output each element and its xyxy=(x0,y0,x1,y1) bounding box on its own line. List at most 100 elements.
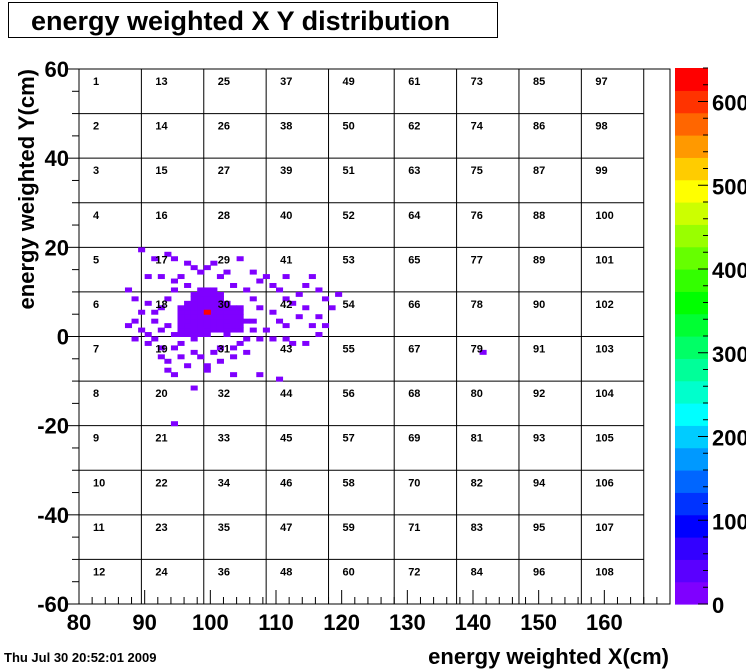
cell-number-label: 12 xyxy=(93,566,105,578)
heatmap-bin xyxy=(230,354,238,360)
cell-number-label: 84 xyxy=(471,566,484,578)
cell-number-label: 97 xyxy=(595,76,607,88)
heatmap-bin xyxy=(184,327,192,333)
heatmap-bin xyxy=(203,327,211,333)
cell-number-label: 31 xyxy=(218,344,230,356)
cell-number-label: 16 xyxy=(155,210,167,222)
heatmap-bin xyxy=(249,296,257,302)
heatmap-bin xyxy=(256,278,264,284)
palette-swatch xyxy=(675,358,708,382)
heatmap-bin xyxy=(236,318,244,324)
cell-number-label: 55 xyxy=(343,344,355,356)
palette-swatch xyxy=(675,224,708,248)
cell-number-label: 96 xyxy=(533,566,545,578)
cell-number-label: 61 xyxy=(408,76,420,88)
heatmap-bin xyxy=(170,345,178,351)
cell-number-label: 79 xyxy=(471,344,483,356)
heatmap-bin xyxy=(177,327,185,333)
heatmap-bin xyxy=(138,309,146,315)
cell-number-label: 98 xyxy=(595,121,607,133)
cell-number-label: 40 xyxy=(280,210,292,222)
cell-number-label: 28 xyxy=(218,210,230,222)
cell-number-label: 89 xyxy=(533,254,545,266)
cell-number-label: 99 xyxy=(595,165,607,177)
cell-number-label: 42 xyxy=(280,299,292,311)
heatmap-bin xyxy=(230,318,238,324)
heatmap-bin xyxy=(151,336,159,342)
heatmap-bin xyxy=(170,256,178,262)
y-tick-label: 0 xyxy=(57,325,69,350)
cell-number-label: 103 xyxy=(595,344,613,356)
heatmap-bin xyxy=(262,327,270,333)
heatmap-bin xyxy=(203,287,211,293)
heatmap-bin xyxy=(223,269,231,275)
palette-swatch xyxy=(675,313,708,337)
heatmap-bin xyxy=(177,305,185,311)
cell-number-label: 38 xyxy=(280,121,292,133)
cell-number-label: 39 xyxy=(280,165,292,177)
heatmap-bin xyxy=(197,323,205,329)
heatmap-bin xyxy=(243,349,251,355)
heatmap-bin xyxy=(203,296,211,302)
cell-number-label: 14 xyxy=(155,121,168,133)
y-tick-label: 20 xyxy=(45,235,69,260)
cell-number-label: 25 xyxy=(218,76,230,88)
palette-swatch xyxy=(675,336,708,359)
heatmap-bin xyxy=(223,300,231,306)
heatmap-bin xyxy=(295,291,303,297)
heatmap-bin xyxy=(302,283,310,288)
heatmap-bin xyxy=(223,305,231,311)
heatmap-bin xyxy=(256,372,264,378)
cell-number-label: 72 xyxy=(408,566,420,578)
heatmap-bin xyxy=(282,296,290,302)
heatmap-bin xyxy=(230,309,238,315)
cell-number-label: 76 xyxy=(471,210,483,222)
heatmap-bin xyxy=(302,340,310,346)
heatmap-bin xyxy=(216,309,224,315)
cell-number-label: 102 xyxy=(595,299,613,311)
heatmap-bin xyxy=(223,323,231,329)
heatmap-bin xyxy=(210,314,218,320)
cell-number-label: 47 xyxy=(280,522,292,534)
heatmap-bin xyxy=(328,305,336,311)
heatmap-bin xyxy=(243,336,251,342)
cell-number-label: 6 xyxy=(93,299,99,311)
heatmap-bin xyxy=(190,296,198,302)
heatmap-bin xyxy=(131,318,139,324)
heatmap-bin xyxy=(151,309,159,315)
heatmap-bin xyxy=(203,309,211,315)
heatmap-bin xyxy=(190,305,198,311)
cell-number-label: 11 xyxy=(93,522,105,534)
palette-swatch xyxy=(675,447,708,471)
heatmap-bin xyxy=(197,354,205,360)
heatmap-bin xyxy=(190,314,198,320)
cell-number-label: 56 xyxy=(343,388,355,400)
cell-number-label: 105 xyxy=(595,433,613,445)
heatmap-bin xyxy=(124,287,133,293)
heatmap-bin xyxy=(479,349,487,355)
palette-swatch xyxy=(675,90,708,114)
cell-number-label: 107 xyxy=(595,522,613,534)
heatmap-bin xyxy=(144,332,152,337)
heatmap-bin xyxy=(210,296,218,302)
cell-number-label: 44 xyxy=(280,388,293,400)
y-axis: -60 -40 -20 0 20 40 60 xyxy=(37,57,79,617)
heatmap-bin xyxy=(203,291,211,297)
heatmap-bin xyxy=(256,305,264,311)
y-tick-label: -60 xyxy=(37,592,69,617)
palette-swatch xyxy=(675,157,708,181)
heatmap-bin xyxy=(236,305,244,311)
heatmap-bin xyxy=(216,323,224,329)
heatmap-bin xyxy=(184,363,192,369)
heatmap-bin xyxy=(138,247,146,253)
heatmap-bin xyxy=(315,287,323,293)
palette-swatch xyxy=(675,202,708,225)
heatmap-bin xyxy=(321,323,330,329)
cell-number-label: 20 xyxy=(155,388,167,400)
heatmap-bin xyxy=(276,318,284,324)
cell-number-label: 53 xyxy=(343,254,355,266)
cell-number-label: 90 xyxy=(533,299,545,311)
heatmap-bin xyxy=(190,265,198,271)
cell-number-label: 32 xyxy=(218,388,230,400)
heatmap-bin xyxy=(216,318,224,324)
